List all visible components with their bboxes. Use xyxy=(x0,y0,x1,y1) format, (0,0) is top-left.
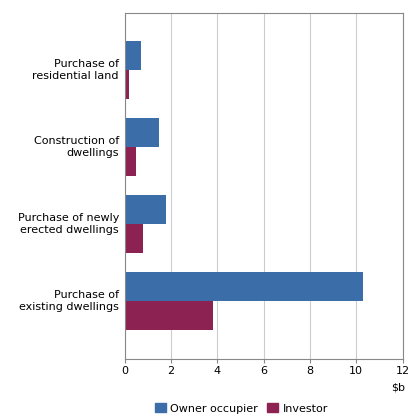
Text: $b: $b xyxy=(391,383,405,393)
Bar xyxy=(124,301,212,330)
Bar xyxy=(124,70,129,99)
Bar xyxy=(124,41,141,70)
Bar xyxy=(124,147,136,176)
Bar xyxy=(124,195,166,224)
Bar xyxy=(124,224,143,253)
Bar xyxy=(124,118,159,147)
Bar xyxy=(124,272,363,301)
Legend: Owner occupier, Investor: Owner occupier, Investor xyxy=(150,399,332,417)
